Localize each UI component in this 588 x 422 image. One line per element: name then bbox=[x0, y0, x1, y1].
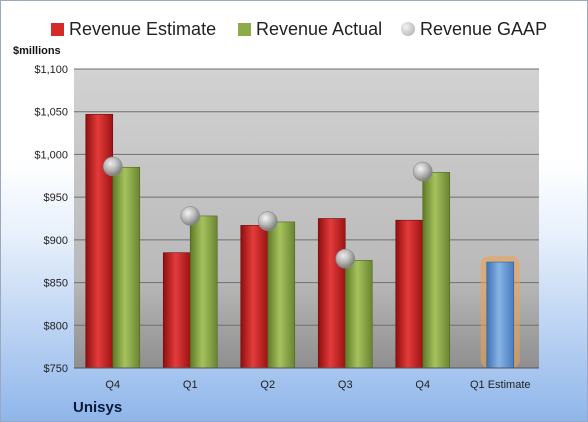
bar-revenue-estimate bbox=[395, 219, 424, 369]
legend-label-revenue-actual: Revenue Actual bbox=[256, 18, 383, 39]
y-tick-label: $800 bbox=[44, 320, 68, 332]
bar-revenue-actual bbox=[112, 166, 141, 369]
legend-swatch-revenue-estimate bbox=[51, 22, 64, 36]
point-revenue-gaap bbox=[412, 161, 433, 182]
legend-label-revenue-estimate: Revenue Estimate bbox=[69, 18, 217, 39]
x-tick-label: Q1 bbox=[183, 379, 198, 391]
point-revenue-gaap bbox=[335, 248, 356, 269]
legend-swatch-revenue-actual bbox=[238, 22, 251, 36]
point-revenue-gaap bbox=[180, 206, 201, 226]
x-tick-label: Q2 bbox=[260, 379, 275, 391]
y-tick-label: $850 bbox=[44, 278, 68, 290]
bar-q1-estimate bbox=[486, 261, 515, 369]
y-tick-label: $1,050 bbox=[34, 107, 68, 119]
bar-revenue-estimate bbox=[162, 252, 191, 369]
bar-revenue-estimate bbox=[240, 225, 269, 369]
bar-revenue-actual bbox=[344, 260, 373, 369]
y-tick-label: $900 bbox=[44, 235, 68, 247]
legend-swatch-revenue-gaap bbox=[401, 22, 415, 36]
y-tick-label: $1,100 bbox=[34, 64, 68, 76]
legend-item-revenue-estimate: Revenue Estimate bbox=[51, 17, 216, 41]
point-revenue-gaap bbox=[257, 211, 278, 231]
y-tick-label: $950 bbox=[44, 192, 68, 204]
y-tick-label: $1,000 bbox=[34, 149, 68, 161]
y-axis-unit-label: $millions bbox=[13, 45, 61, 57]
legend-label-revenue-gaap: Revenue GAAP bbox=[420, 18, 548, 39]
point-revenue-gaap bbox=[102, 156, 123, 177]
plot-area bbox=[74, 69, 539, 368]
x-tick-label: Q1 Estimate bbox=[470, 379, 531, 391]
x-tick-label: Q4 bbox=[105, 379, 120, 391]
y-tick-label: $750 bbox=[44, 363, 68, 375]
x-tick-label: Q4 bbox=[415, 379, 430, 391]
bar-revenue-actual bbox=[422, 172, 451, 369]
bar-revenue-estimate bbox=[85, 113, 114, 369]
company-name: Unisys bbox=[73, 399, 123, 416]
x-tick-label: Q3 bbox=[338, 379, 353, 391]
legend: Revenue Estimate Revenue Actual Revenue … bbox=[1, 17, 587, 41]
bar-revenue-actual bbox=[189, 215, 218, 369]
bar-revenue-actual bbox=[267, 221, 296, 369]
bar-revenue-estimate bbox=[317, 218, 346, 369]
legend-item-revenue-gaap: Revenue GAAP bbox=[401, 17, 547, 41]
legend-item-revenue-actual: Revenue Actual bbox=[238, 17, 382, 41]
